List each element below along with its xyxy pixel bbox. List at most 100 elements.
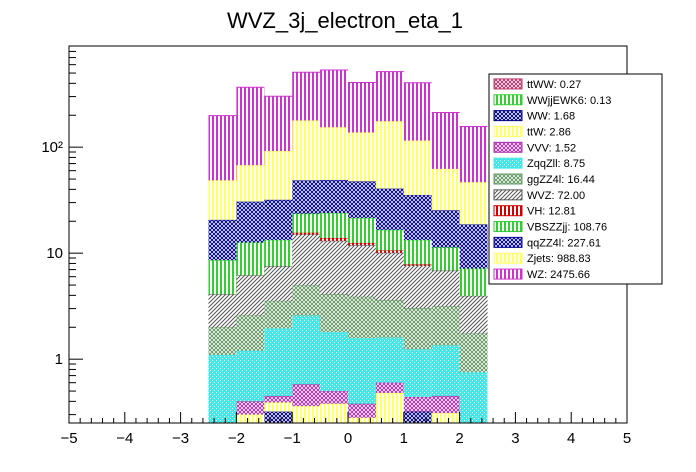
bar-wvz-bin-0: [208, 294, 237, 328]
bar-wz-bin-8: [431, 112, 460, 169]
bar-qqzz4l-bin-4: [320, 180, 348, 214]
legend-entry-zqqzll: ZqqZll: 8.75: [527, 158, 585, 170]
bar-vvv-bin-4: [320, 391, 348, 404]
bar-qqzz4l-bin-5: [348, 181, 376, 218]
legend-entry-wz: WZ: 2475.66: [527, 269, 590, 281]
bar-vvv-bin-5: [348, 403, 376, 418]
bar-ttw-bin-3: [292, 406, 321, 423]
bar-ggzz4l-bin-5: [348, 296, 376, 339]
bar-qqzz4l-bin-8: [431, 210, 460, 248]
legend-swatch-zjets: [493, 252, 523, 264]
bar-ggzz4l-bin-8: [431, 306, 460, 346]
legend-entry-wvz: WVZ: 72.00: [527, 190, 585, 202]
bar-wvz-bin-2: [264, 266, 293, 301]
bar-wz-bin-0: [208, 115, 237, 181]
bar-zjets-bin-9: [459, 182, 488, 225]
bar-wz-bin-5: [348, 82, 376, 133]
bar-vh-bin-5: [348, 242, 376, 246]
bar-vh-bin-3: [292, 232, 321, 235]
legend-entry-qqzz4l: qqZZ4l: 227.61: [527, 237, 601, 249]
bar-ggzz4l-bin-3: [292, 285, 321, 316]
bar-ww-bin-7: [403, 411, 432, 423]
bar-wz-bin-6: [375, 71, 404, 122]
bar-vvv-bin-1: [236, 401, 265, 415]
bar-ggzz4l-bin-1: [236, 315, 265, 351]
legend-swatch-ttww: [493, 78, 523, 90]
x-tick-label: −5: [60, 430, 77, 447]
legend-swatch-vvv: [493, 141, 523, 153]
bar-wvz-bin-9: [459, 295, 488, 334]
y-axis: 1 10 10²: [41, 45, 83, 416]
bar-vbszzjj-bin-7: [403, 239, 432, 265]
bar-ttw-bin-8: [431, 413, 460, 423]
bar-zqqzll-bin-3: [292, 315, 321, 385]
series-qqzz4l: [208, 179, 488, 269]
bar-zjets-bin-4: [320, 127, 348, 181]
legend-swatch-qqzz4l: [493, 236, 523, 248]
bar-vvv-bin-7: [403, 396, 432, 412]
bar-zjets-bin-3: [292, 120, 321, 181]
bar-vh-bin-6: [375, 250, 404, 253]
bar-zqqzll-bin-9: [459, 372, 488, 423]
legend-swatch-vbszzjj: [493, 221, 523, 233]
x-tick-label: 3: [511, 430, 519, 447]
legend-entry-vh: VH: 12.81: [527, 206, 576, 218]
bar-wvz-bin-6: [375, 252, 404, 301]
bar-zqqzll-bin-4: [320, 332, 348, 392]
legend-swatch-ttw: [493, 125, 523, 137]
bar-zqqzll-bin-5: [348, 338, 376, 404]
bar-wvz-bin-5: [348, 245, 376, 297]
bar-vbszzjj-bin-3: [292, 213, 321, 233]
legend-swatch-wvz: [493, 189, 523, 201]
bar-qqzz4l-bin-1: [236, 201, 265, 243]
bar-wz-bin-1: [236, 87, 265, 166]
bar-vvv-bin-3: [292, 384, 321, 407]
histogram-stack: [208, 69, 488, 423]
bar-wz-bin-9: [459, 126, 488, 183]
bar-ggzz4l-bin-4: [320, 294, 348, 333]
y-tick-label: 1: [55, 351, 63, 368]
y-tick-label: 10: [46, 245, 63, 262]
bar-ttw-bin-2: [264, 402, 293, 412]
bar-zqqzll-bin-2: [264, 328, 293, 396]
x-tick-label: 2: [455, 430, 463, 447]
bar-vbszzjj-bin-4: [320, 213, 348, 239]
bar-qqzz4l-bin-2: [264, 199, 293, 240]
legend-swatch-ww: [493, 110, 523, 122]
bar-ggzz4l-bin-7: [403, 307, 432, 350]
x-tick-label: 0: [344, 430, 352, 447]
legend-swatch-zqqzll: [493, 157, 523, 169]
bar-qqzz4l-bin-6: [375, 188, 404, 230]
legend-entry-ggzz4l: ggZZ4l: 16.44: [527, 174, 595, 186]
x-tick-label: 1: [400, 430, 408, 447]
bar-wvz-bin-3: [292, 234, 321, 286]
bar-zqqzll-bin-0: [208, 354, 237, 423]
series-ggzz4l: [208, 284, 488, 373]
bar-vbszzjj-bin-5: [348, 217, 376, 243]
bar-ggzz4l-bin-6: [375, 300, 404, 338]
bar-wvz-bin-7: [403, 265, 432, 308]
bar-qqzz4l-bin-0: [208, 219, 237, 261]
x-tick-label: 5: [623, 430, 631, 447]
bar-vvv-bin-6: [375, 382, 404, 393]
bar-zjets-bin-8: [431, 168, 460, 211]
legend-entry-vvv: VVV: 1.52: [527, 142, 576, 154]
bar-qqzz4l-bin-3: [292, 180, 321, 214]
bar-zjets-bin-1: [236, 165, 265, 202]
series-zqqzll: [208, 315, 488, 423]
bar-wz-bin-7: [403, 82, 432, 141]
bar-vbszzjj-bin-6: [375, 229, 404, 251]
bar-ggzz4l-bin-0: [208, 327, 237, 355]
bar-zjets-bin-6: [375, 121, 404, 189]
bar-zqqzll-bin-1: [236, 350, 265, 402]
bar-vbszzjj-bin-8: [431, 247, 460, 271]
bar-ww-bin-2: [264, 411, 293, 423]
bar-zjets-bin-5: [348, 132, 376, 182]
chart-title: WVZ_3j_electron_eta_1: [227, 8, 463, 33]
x-tick-label: −1: [284, 430, 301, 447]
series-wz: [208, 69, 488, 183]
bar-zqqzll-bin-7: [403, 349, 432, 397]
legend-swatch-wz: [493, 268, 523, 280]
legend-entry-ttw: ttW: 2.86: [527, 126, 571, 138]
